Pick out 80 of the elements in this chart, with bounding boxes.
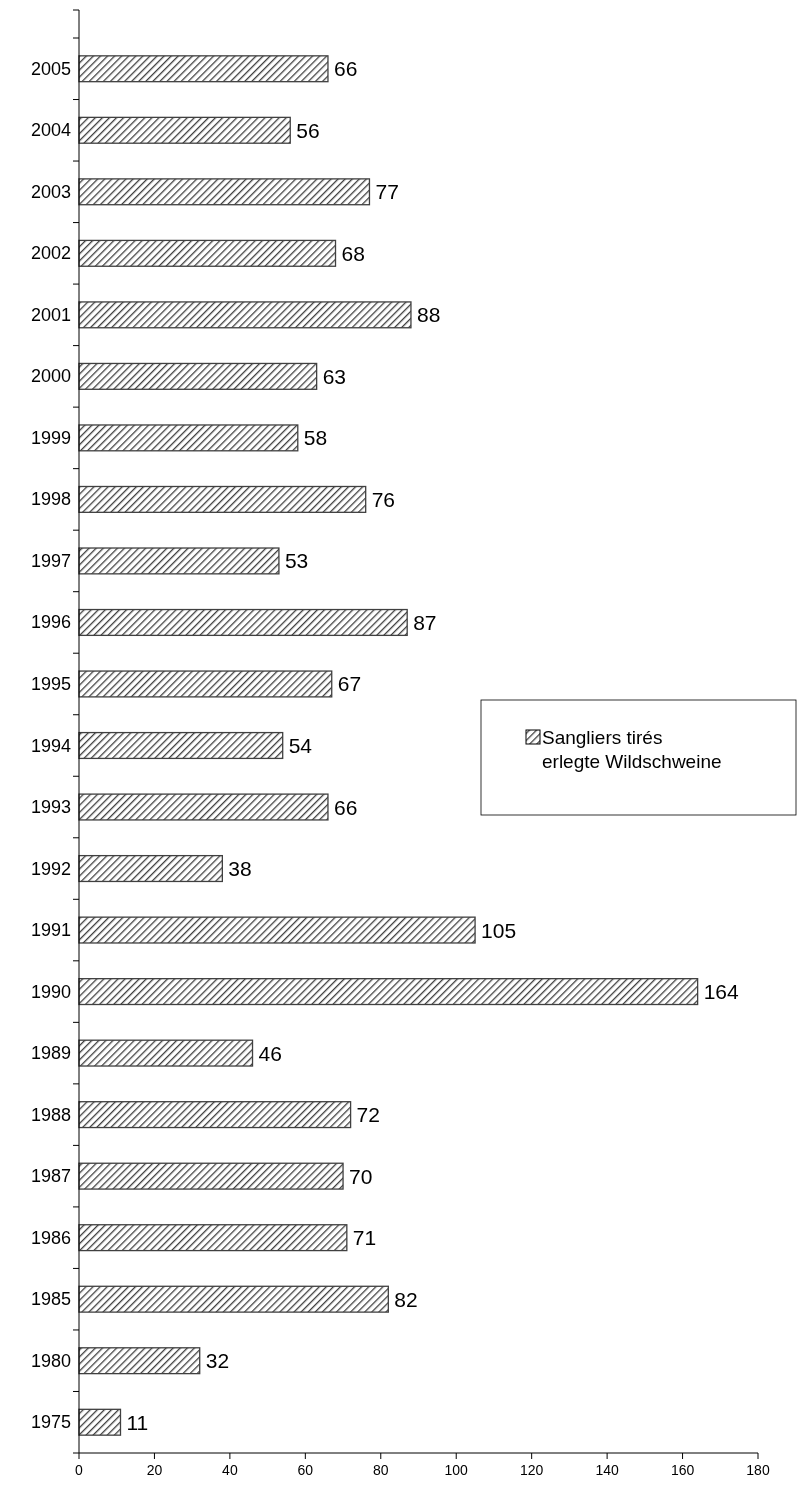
data-label: 11 [126,1410,149,1434]
bar [78,116,291,144]
data-label: 66 [333,795,358,819]
data-label: 32 [205,1349,230,1373]
y-tick-label: 1985 [30,1289,71,1310]
data-label: 76 [371,487,396,511]
x-tick-label: 20 [146,1462,163,1478]
x-tick-label: 80 [372,1462,389,1478]
data-label: 67 [337,672,362,696]
bar [78,731,284,760]
y-tick-label: 1998 [30,489,71,510]
data-label: 54 [288,734,313,757]
data-label: 164 [703,980,739,1004]
bar [78,55,329,83]
bar [78,978,699,1006]
y-tick-label: 1995 [30,673,71,694]
bar [78,485,367,513]
y-tick-label: 1994 [30,735,71,756]
y-tick-label: 1989 [30,1043,71,1064]
bar [78,239,337,267]
y-tick-label: 1992 [30,858,71,879]
bar [78,1224,348,1252]
y-tick-label: 1986 [30,1227,71,1248]
y-tick-label: 2002 [30,243,71,264]
x-tick-label: 160 [670,1462,695,1478]
y-tick-label: 2000 [30,366,71,387]
bar [78,1347,201,1375]
bar [78,547,280,575]
y-tick-label: 1990 [30,981,71,1002]
data-label: 46 [258,1041,282,1065]
bar [78,178,371,206]
bar [78,916,476,944]
data-label: 38 [228,857,252,881]
x-tick-label: 180 [746,1462,770,1478]
data-label: 72 [356,1103,380,1127]
y-tick-label: 2003 [30,181,71,202]
y-tick-label: 1988 [30,1104,71,1125]
legend-label: Sangliers tirés erlegte Wildschweine [542,726,722,772]
data-label: 88 [416,303,441,327]
bar [78,854,223,883]
y-tick-label: 1993 [30,797,71,818]
y-tick-label: 2005 [30,58,71,79]
bar [78,301,412,329]
data-label: 66 [333,57,358,81]
data-label: 53 [284,549,309,573]
bar [78,608,408,637]
data-label: 56 [296,118,320,142]
x-tick-label: 140 [595,1462,619,1478]
x-tick-label: 100 [444,1462,469,1478]
bar [78,424,299,452]
bar [78,793,329,821]
y-tick-label: 2004 [30,120,71,141]
x-tick-label: 40 [222,1462,238,1478]
data-label: 105 [481,918,517,942]
bar [78,1162,344,1190]
y-tick-label: 1991 [30,920,71,941]
bar [78,1285,389,1313]
data-label: 71 [352,1226,377,1250]
data-label: 87 [413,610,437,634]
y-tick-label: 1999 [30,427,71,448]
data-label: 63 [322,364,347,388]
data-label: 58 [303,426,328,450]
data-label: 77 [375,180,399,204]
y-tick-label: 1997 [30,550,71,571]
y-tick-label: 1980 [30,1350,71,1371]
data-label: 82 [394,1287,418,1311]
bar [78,1101,352,1129]
data-label: 70 [349,1164,373,1188]
data-label: 68 [341,241,365,265]
y-tick-label: 1987 [30,1166,71,1187]
bar [78,670,333,698]
x-tick-label: 0 [75,1462,84,1478]
x-tick-label: 120 [519,1462,544,1478]
bar [78,362,318,390]
bar [78,1039,254,1067]
y-tick-label: 1996 [30,612,71,633]
y-tick-label: 2001 [30,304,71,325]
y-tick-label: 1975 [30,1412,71,1433]
bar [78,1408,122,1436]
x-tick-label: 60 [297,1462,314,1478]
